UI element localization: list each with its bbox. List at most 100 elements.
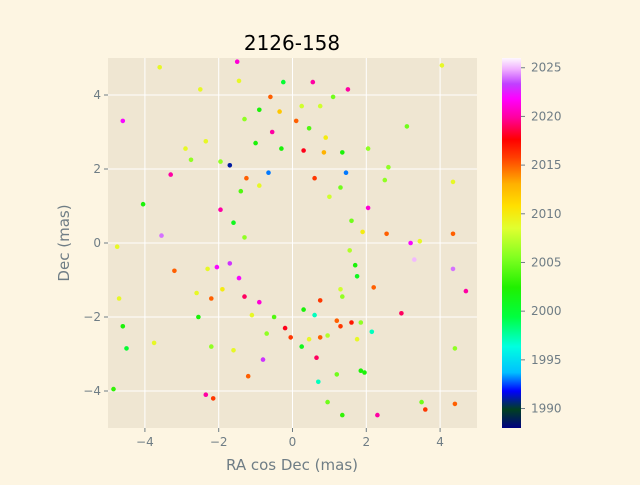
data-point [354, 274, 360, 279]
data-point [463, 288, 469, 294]
x-tick-label: 0 [289, 435, 297, 449]
colorbar-tick-label: 2010 [531, 207, 562, 221]
data-point [386, 164, 391, 170]
data-point [358, 320, 364, 325]
data-point [111, 386, 116, 392]
data-point [257, 107, 262, 113]
data-point [375, 412, 380, 418]
colorbar-tick-label: 2015 [531, 158, 562, 172]
colorbar [502, 58, 521, 428]
data-point [203, 392, 209, 398]
data-point [325, 399, 330, 405]
colorbar-tick-label: 2025 [531, 61, 562, 75]
data-point [384, 231, 389, 237]
data-point [323, 135, 329, 140]
grid-lines [108, 58, 477, 428]
data-point [227, 261, 233, 266]
data-point [188, 157, 194, 163]
data-point [253, 140, 258, 146]
data-point [293, 118, 299, 124]
data-point [157, 65, 162, 70]
data-point [231, 348, 236, 353]
data-point [408, 240, 413, 246]
data-point [245, 373, 251, 379]
data-point [314, 355, 319, 361]
data-point [268, 94, 273, 100]
y-axis-ticks: −4 −2 0 2 4 [83, 88, 108, 398]
data-point [140, 201, 146, 207]
data-point [114, 244, 120, 249]
data-point [205, 266, 210, 272]
data-point [340, 294, 345, 299]
y-tick-label: −2 [83, 310, 101, 324]
data-point [277, 109, 282, 114]
colorbar-tick-label: 1990 [531, 402, 562, 416]
data-point [316, 379, 321, 385]
data-point [399, 311, 404, 316]
data-point [282, 325, 288, 331]
data-point [220, 287, 225, 292]
data-point [317, 298, 323, 303]
data-point [159, 233, 164, 238]
data-point [340, 150, 345, 155]
data-point [312, 312, 317, 318]
data-point [281, 79, 286, 85]
data-point [450, 231, 456, 237]
data-point [218, 159, 223, 164]
data-point [124, 346, 129, 351]
data-point [218, 207, 223, 212]
data-point [257, 183, 262, 188]
data-point [244, 175, 249, 181]
x-tick-label: 2 [362, 435, 370, 449]
data-point [345, 87, 351, 92]
data-point [288, 335, 294, 340]
data-point [271, 314, 277, 320]
data-point [116, 296, 122, 301]
data-point [338, 324, 343, 329]
data-point [321, 150, 327, 155]
data-point [325, 333, 330, 338]
data-point [360, 229, 365, 235]
data-point [236, 275, 242, 281]
y-tick-label: 0 [93, 236, 101, 250]
y-tick-label: 4 [93, 88, 101, 102]
colorbar-tick-label: 2005 [531, 255, 562, 269]
data-point [238, 188, 244, 194]
data-point [242, 294, 247, 299]
data-point [203, 139, 209, 144]
data-point [362, 370, 367, 375]
data-point [327, 194, 332, 200]
data-point [196, 314, 201, 320]
data-point [358, 368, 364, 374]
data-point [231, 220, 236, 225]
y-tick-label: 2 [93, 162, 101, 176]
data-point [450, 266, 456, 272]
data-point [330, 94, 336, 100]
data-point [371, 285, 377, 290]
data-point [382, 177, 388, 183]
data-point [198, 87, 203, 92]
data-point [354, 336, 360, 342]
data-point [419, 399, 424, 405]
data-point [260, 357, 266, 362]
data-point [227, 163, 233, 168]
colorbar-tick-label: 2020 [531, 109, 562, 123]
data-point [312, 175, 317, 181]
data-point [264, 331, 270, 336]
data-point [423, 407, 428, 412]
data-point [340, 412, 345, 418]
data-point [317, 335, 323, 340]
data-point [365, 205, 371, 211]
data-point [404, 124, 410, 129]
data-point [210, 396, 216, 401]
colorbar-tick-label: 1995 [531, 353, 562, 367]
data-point [417, 238, 423, 244]
x-tick-label: −4 [136, 435, 154, 449]
data-point [269, 129, 275, 135]
colorbar-tick-label: 2000 [531, 304, 562, 318]
data-point [266, 170, 271, 175]
data-point [412, 257, 417, 262]
x-tick-label: −2 [210, 435, 228, 449]
data-point [301, 307, 306, 312]
